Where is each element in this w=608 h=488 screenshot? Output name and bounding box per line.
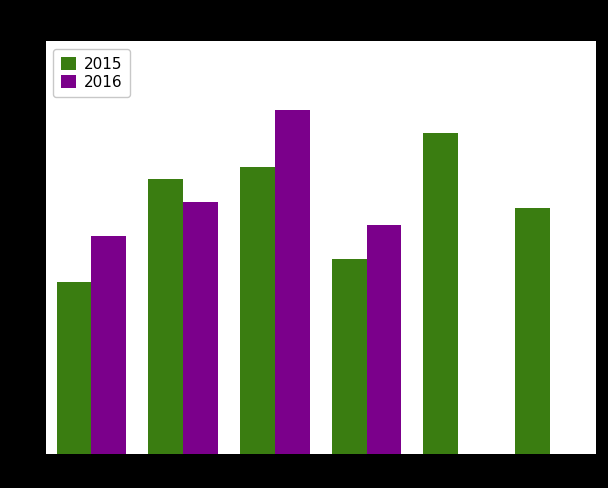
Bar — [332, 259, 367, 454]
Bar — [91, 236, 126, 454]
Bar — [240, 167, 275, 454]
Bar — [515, 207, 550, 454]
Bar — [183, 202, 218, 454]
Bar — [275, 110, 309, 454]
Bar — [148, 179, 183, 454]
Bar — [367, 225, 401, 454]
Bar — [423, 133, 458, 454]
Bar — [57, 282, 91, 454]
Legend: 2015, 2016: 2015, 2016 — [54, 49, 130, 98]
